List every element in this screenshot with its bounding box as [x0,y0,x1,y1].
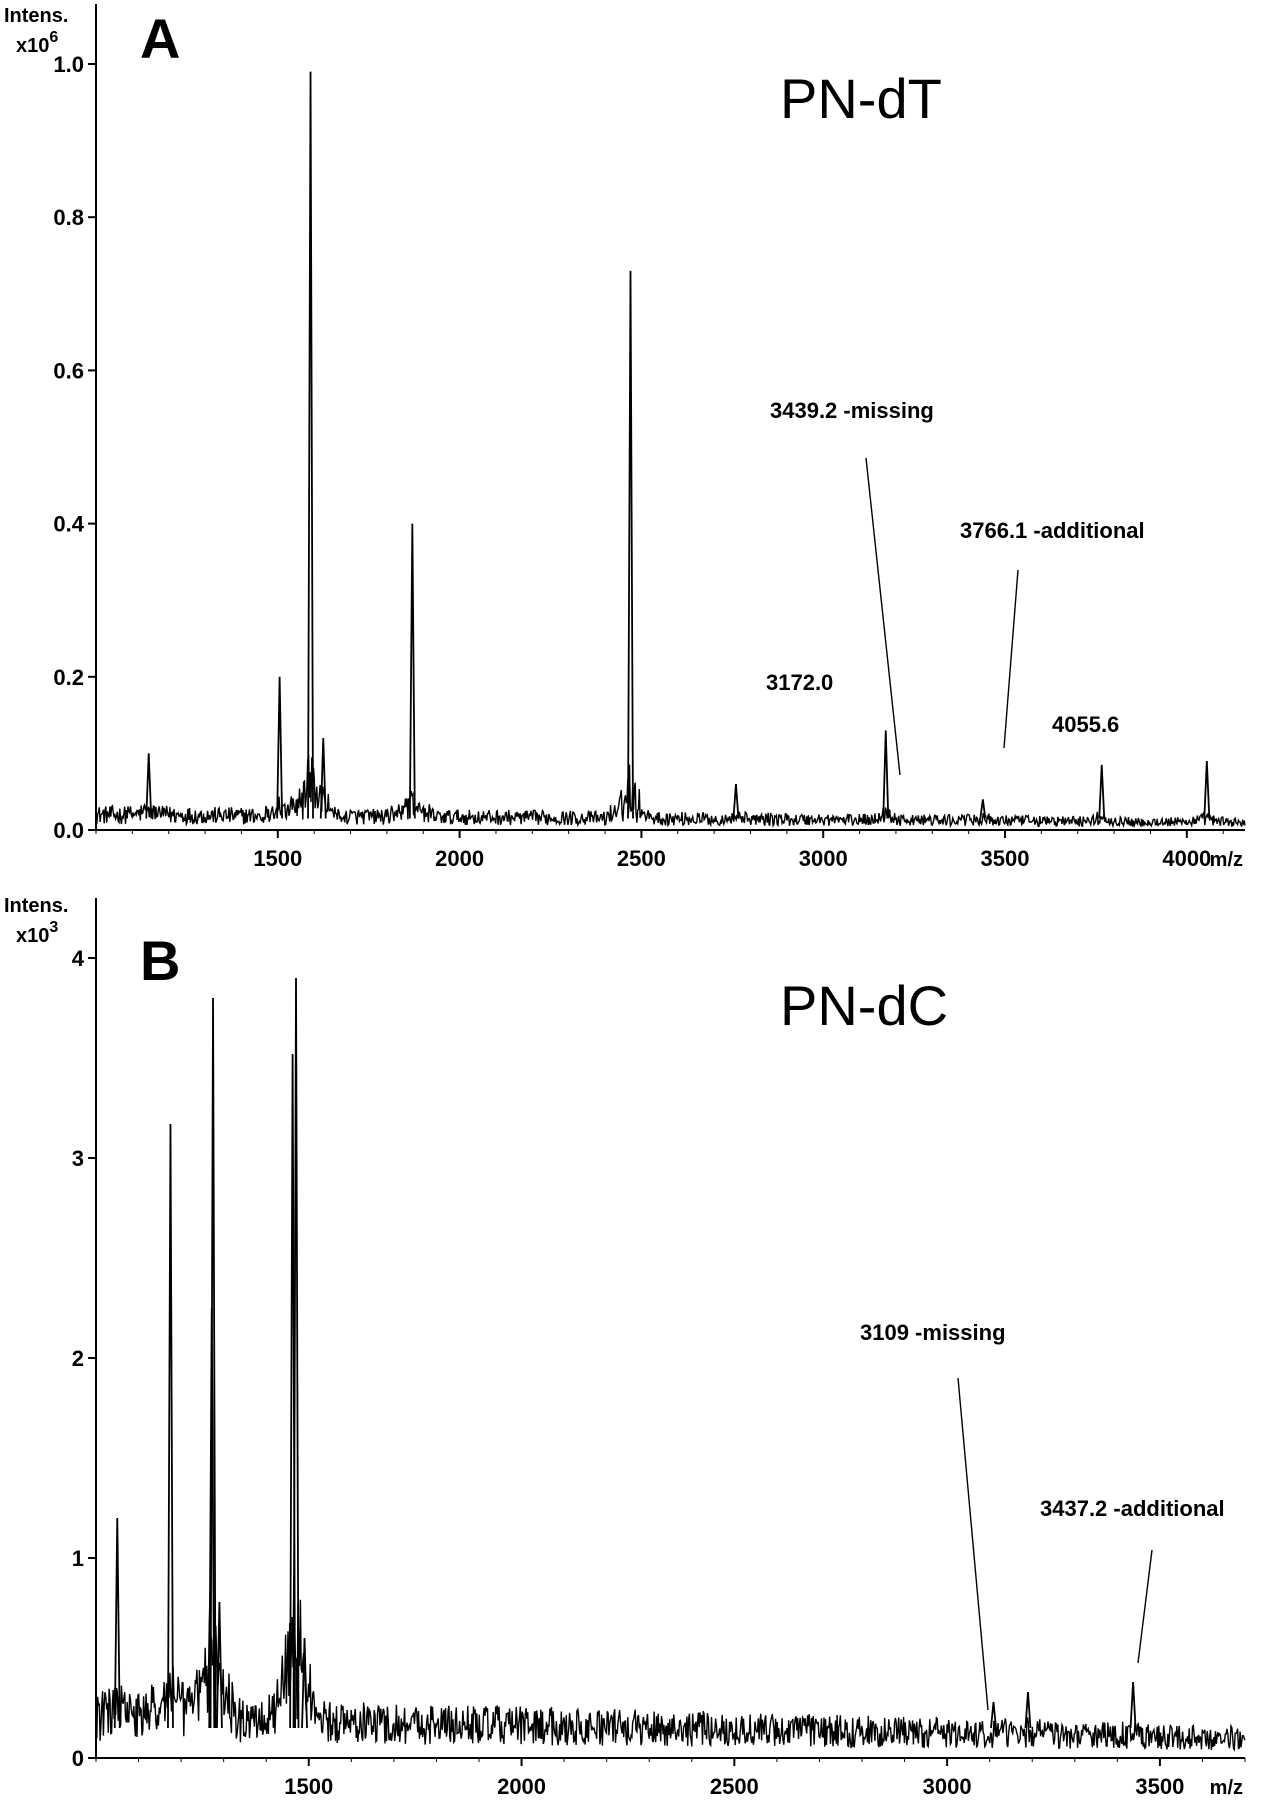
y-tick-label: 0.2 [53,665,84,690]
x-tick-label: 1500 [284,1774,333,1799]
x-tick-label: 2000 [435,846,484,871]
annotation-leader-line [865,457,901,776]
spectrum-peak [319,738,327,819]
peak-annotation: 3172.0 [766,670,833,695]
x-tick-label: 2000 [497,1774,546,1799]
x-tick-label: 3000 [923,1774,972,1799]
annotation-leader-line [1137,1549,1153,1664]
y-tick-label: 0 [72,1746,84,1771]
spectrum-noise-trace [96,755,1246,829]
peak-annotation: 3439.2 -missing [770,398,934,423]
peak-annotation: 3437.2 -additional [1040,1496,1225,1521]
annotation-leader-line [957,1377,989,1711]
panel-letter: A [140,7,180,70]
spectrum-peak [1098,764,1106,819]
spectrum-noise-trace [95,1576,1246,1752]
spectrum-peak [167,1123,174,1729]
peak-annotation: 3766.1 -additional [960,518,1145,543]
spectrum-peak [292,977,300,1729]
spectrum-peak [882,730,890,819]
spectrum-peak [276,676,284,819]
peak-annotation: 3109 -missing [860,1320,1006,1345]
x-tick-label: 4000 [1162,846,1211,871]
x-tick-label: 2500 [617,846,666,871]
annotation-leader-line [1003,569,1019,749]
spectrum-peak [216,1601,223,1729]
panel-letter: B [140,929,180,992]
y-tick-label: 0.0 [53,818,84,843]
x-tick-label: 2500 [710,1774,759,1799]
x-axis-label: m/z [1210,1777,1243,1799]
y-tick-label: 4 [72,946,85,971]
x-tick-label: 3500 [1135,1774,1184,1799]
spectrum-peak [627,270,634,819]
y-axis-unit-exponent: 6 [49,29,58,46]
spectrum-peak [208,1307,216,1729]
y-axis-unit-exponent: 3 [49,919,58,936]
y-axis-unit: x103 [16,919,58,947]
spectrum-peak [307,71,314,819]
y-tick-label: 1 [72,1546,84,1571]
y-axis-unit: x106 [16,29,58,57]
spectrum-peak [408,523,416,819]
x-tick-label: 3500 [981,846,1030,871]
y-tick-label: 0.6 [53,358,84,383]
spectrum-peak [979,799,987,819]
y-tick-label: 1.0 [53,52,84,77]
y-tick-label: 0.4 [53,512,84,537]
y-tick-label: 0.8 [53,205,84,230]
y-tick-label: 3 [72,1146,84,1171]
panel-title: PN-dC [780,974,948,1037]
spectrum-peak [1024,1691,1032,1729]
peak-annotation: 4055.6 [1052,712,1119,737]
y-tick-label: 2 [72,1346,84,1371]
spectrum-peak [1129,1681,1137,1729]
panel-a-spectrum: 0.0 0.2 0.4 0.6 0.8 1.0 1500 2000 2500 3000 3500 40… [4,4,1246,871]
y-axis-label: Intens. [4,895,68,917]
spectrum-peak [301,1637,308,1729]
spectrum-peak [990,1701,997,1729]
x-tick-label: 1500 [253,846,302,871]
panel-title: PN-dT [780,67,942,130]
spectrum-peak [1203,761,1211,819]
spectrum-peak [732,783,740,819]
y-axis-label: Intens. [4,5,68,27]
spectrum-peak [145,753,153,819]
spectrum-peak [113,1517,121,1729]
x-axis-label: m/z [1210,849,1243,871]
x-tick-label: 3000 [799,846,848,871]
